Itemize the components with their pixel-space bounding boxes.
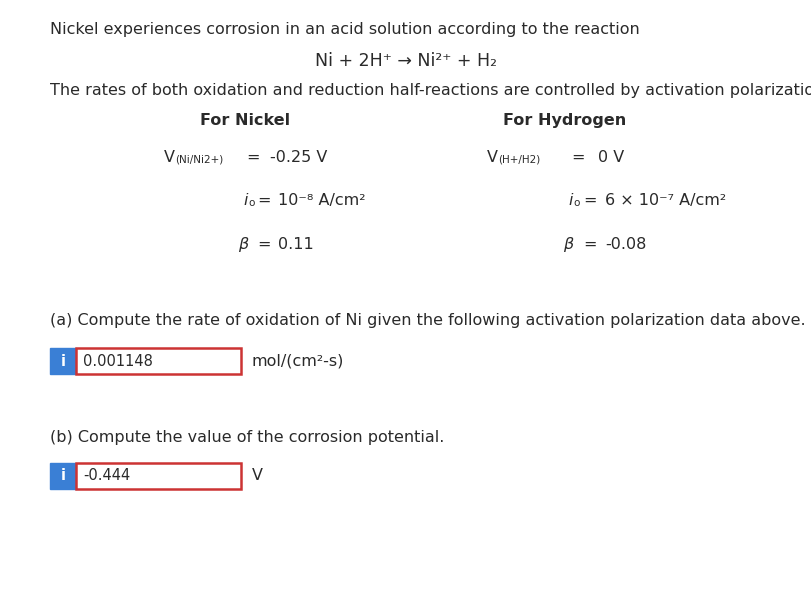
Text: 0.11: 0.11: [277, 237, 313, 252]
Text: =: =: [571, 150, 584, 165]
Text: i: i: [243, 193, 247, 208]
Text: Ni + 2H⁺ → Ni²⁺ + H₂: Ni + 2H⁺ → Ni²⁺ + H₂: [315, 52, 496, 70]
Text: (Ni/Ni2+): (Ni/Ni2+): [175, 155, 223, 165]
Text: The rates of both oxidation and reduction half-reactions are controlled by activ: The rates of both oxidation and reductio…: [50, 83, 811, 98]
Text: i: i: [61, 354, 66, 368]
Text: -0.444: -0.444: [83, 469, 130, 483]
FancyBboxPatch shape: [50, 463, 76, 489]
Text: -0.25 V: -0.25 V: [270, 150, 327, 165]
Text: 10⁻⁸ A/cm²: 10⁻⁸ A/cm²: [277, 193, 365, 208]
Text: V: V: [487, 150, 497, 165]
Text: mol/(cm²-s): mol/(cm²-s): [251, 354, 344, 368]
Text: i: i: [568, 193, 573, 208]
Text: Nickel experiences corrosion in an acid solution according to the reaction: Nickel experiences corrosion in an acid …: [50, 22, 639, 37]
FancyBboxPatch shape: [76, 348, 241, 374]
Text: For Nickel: For Nickel: [200, 113, 290, 128]
FancyBboxPatch shape: [50, 348, 76, 374]
Text: 0 V: 0 V: [597, 150, 624, 165]
Text: 6 × 10⁻⁷ A/cm²: 6 × 10⁻⁷ A/cm²: [604, 193, 725, 208]
Text: 0.001148: 0.001148: [83, 354, 152, 368]
Text: V: V: [251, 469, 263, 483]
Text: (a) Compute the rate of oxidation of Ni given the following activation polarizat: (a) Compute the rate of oxidation of Ni …: [50, 313, 805, 328]
Text: β: β: [238, 237, 247, 252]
Text: =: =: [582, 193, 596, 208]
Text: =: =: [582, 237, 596, 252]
Text: =: =: [257, 237, 270, 252]
FancyBboxPatch shape: [76, 463, 241, 489]
Text: (b) Compute the value of the corrosion potential.: (b) Compute the value of the corrosion p…: [50, 430, 444, 445]
Text: =: =: [257, 193, 270, 208]
Text: o: o: [573, 198, 579, 208]
Text: (H+/H2): (H+/H2): [497, 155, 539, 165]
Text: i: i: [61, 469, 66, 483]
Text: o: o: [247, 198, 254, 208]
Text: =: =: [246, 150, 260, 165]
Text: β: β: [562, 237, 573, 252]
Text: V: V: [164, 150, 175, 165]
Text: For Hydrogen: For Hydrogen: [503, 113, 626, 128]
Text: -0.08: -0.08: [604, 237, 646, 252]
